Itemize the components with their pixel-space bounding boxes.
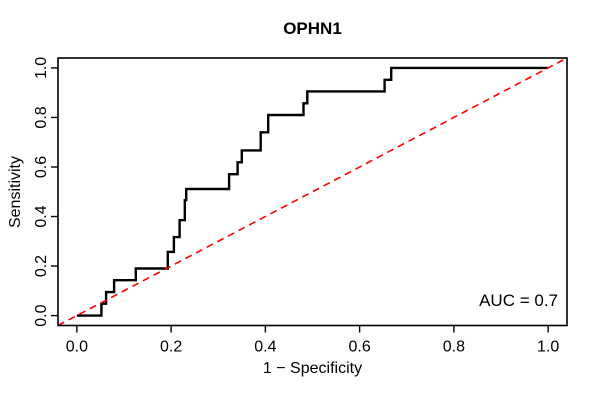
x-tick-label: 0.6 <box>349 339 371 356</box>
y-tick-label: 0.4 <box>33 205 50 227</box>
y-tick-label: 0.8 <box>33 106 50 128</box>
y-tick-label: 0.2 <box>33 255 50 277</box>
roc-curve-line <box>76 66 549 317</box>
x-tick-label: 0.2 <box>160 339 182 356</box>
x-tick-label: 0.8 <box>443 339 465 356</box>
y-tick-label: 0.0 <box>33 304 50 326</box>
x-tick-label: 1.0 <box>537 339 559 356</box>
x-axis-label: 1 − Specificity <box>262 360 363 377</box>
plot-title: OPHN1 <box>283 19 342 38</box>
x-tick-label: 0.0 <box>66 339 88 356</box>
y-tick-label: 1.0 <box>33 57 50 79</box>
x-tick-label: 0.4 <box>254 339 276 356</box>
plot-box <box>57 57 568 327</box>
chance-diagonal-line <box>57 57 568 327</box>
y-tick-label: 0.6 <box>33 156 50 178</box>
auc-annotation: AUC = 0.7 <box>479 291 558 310</box>
